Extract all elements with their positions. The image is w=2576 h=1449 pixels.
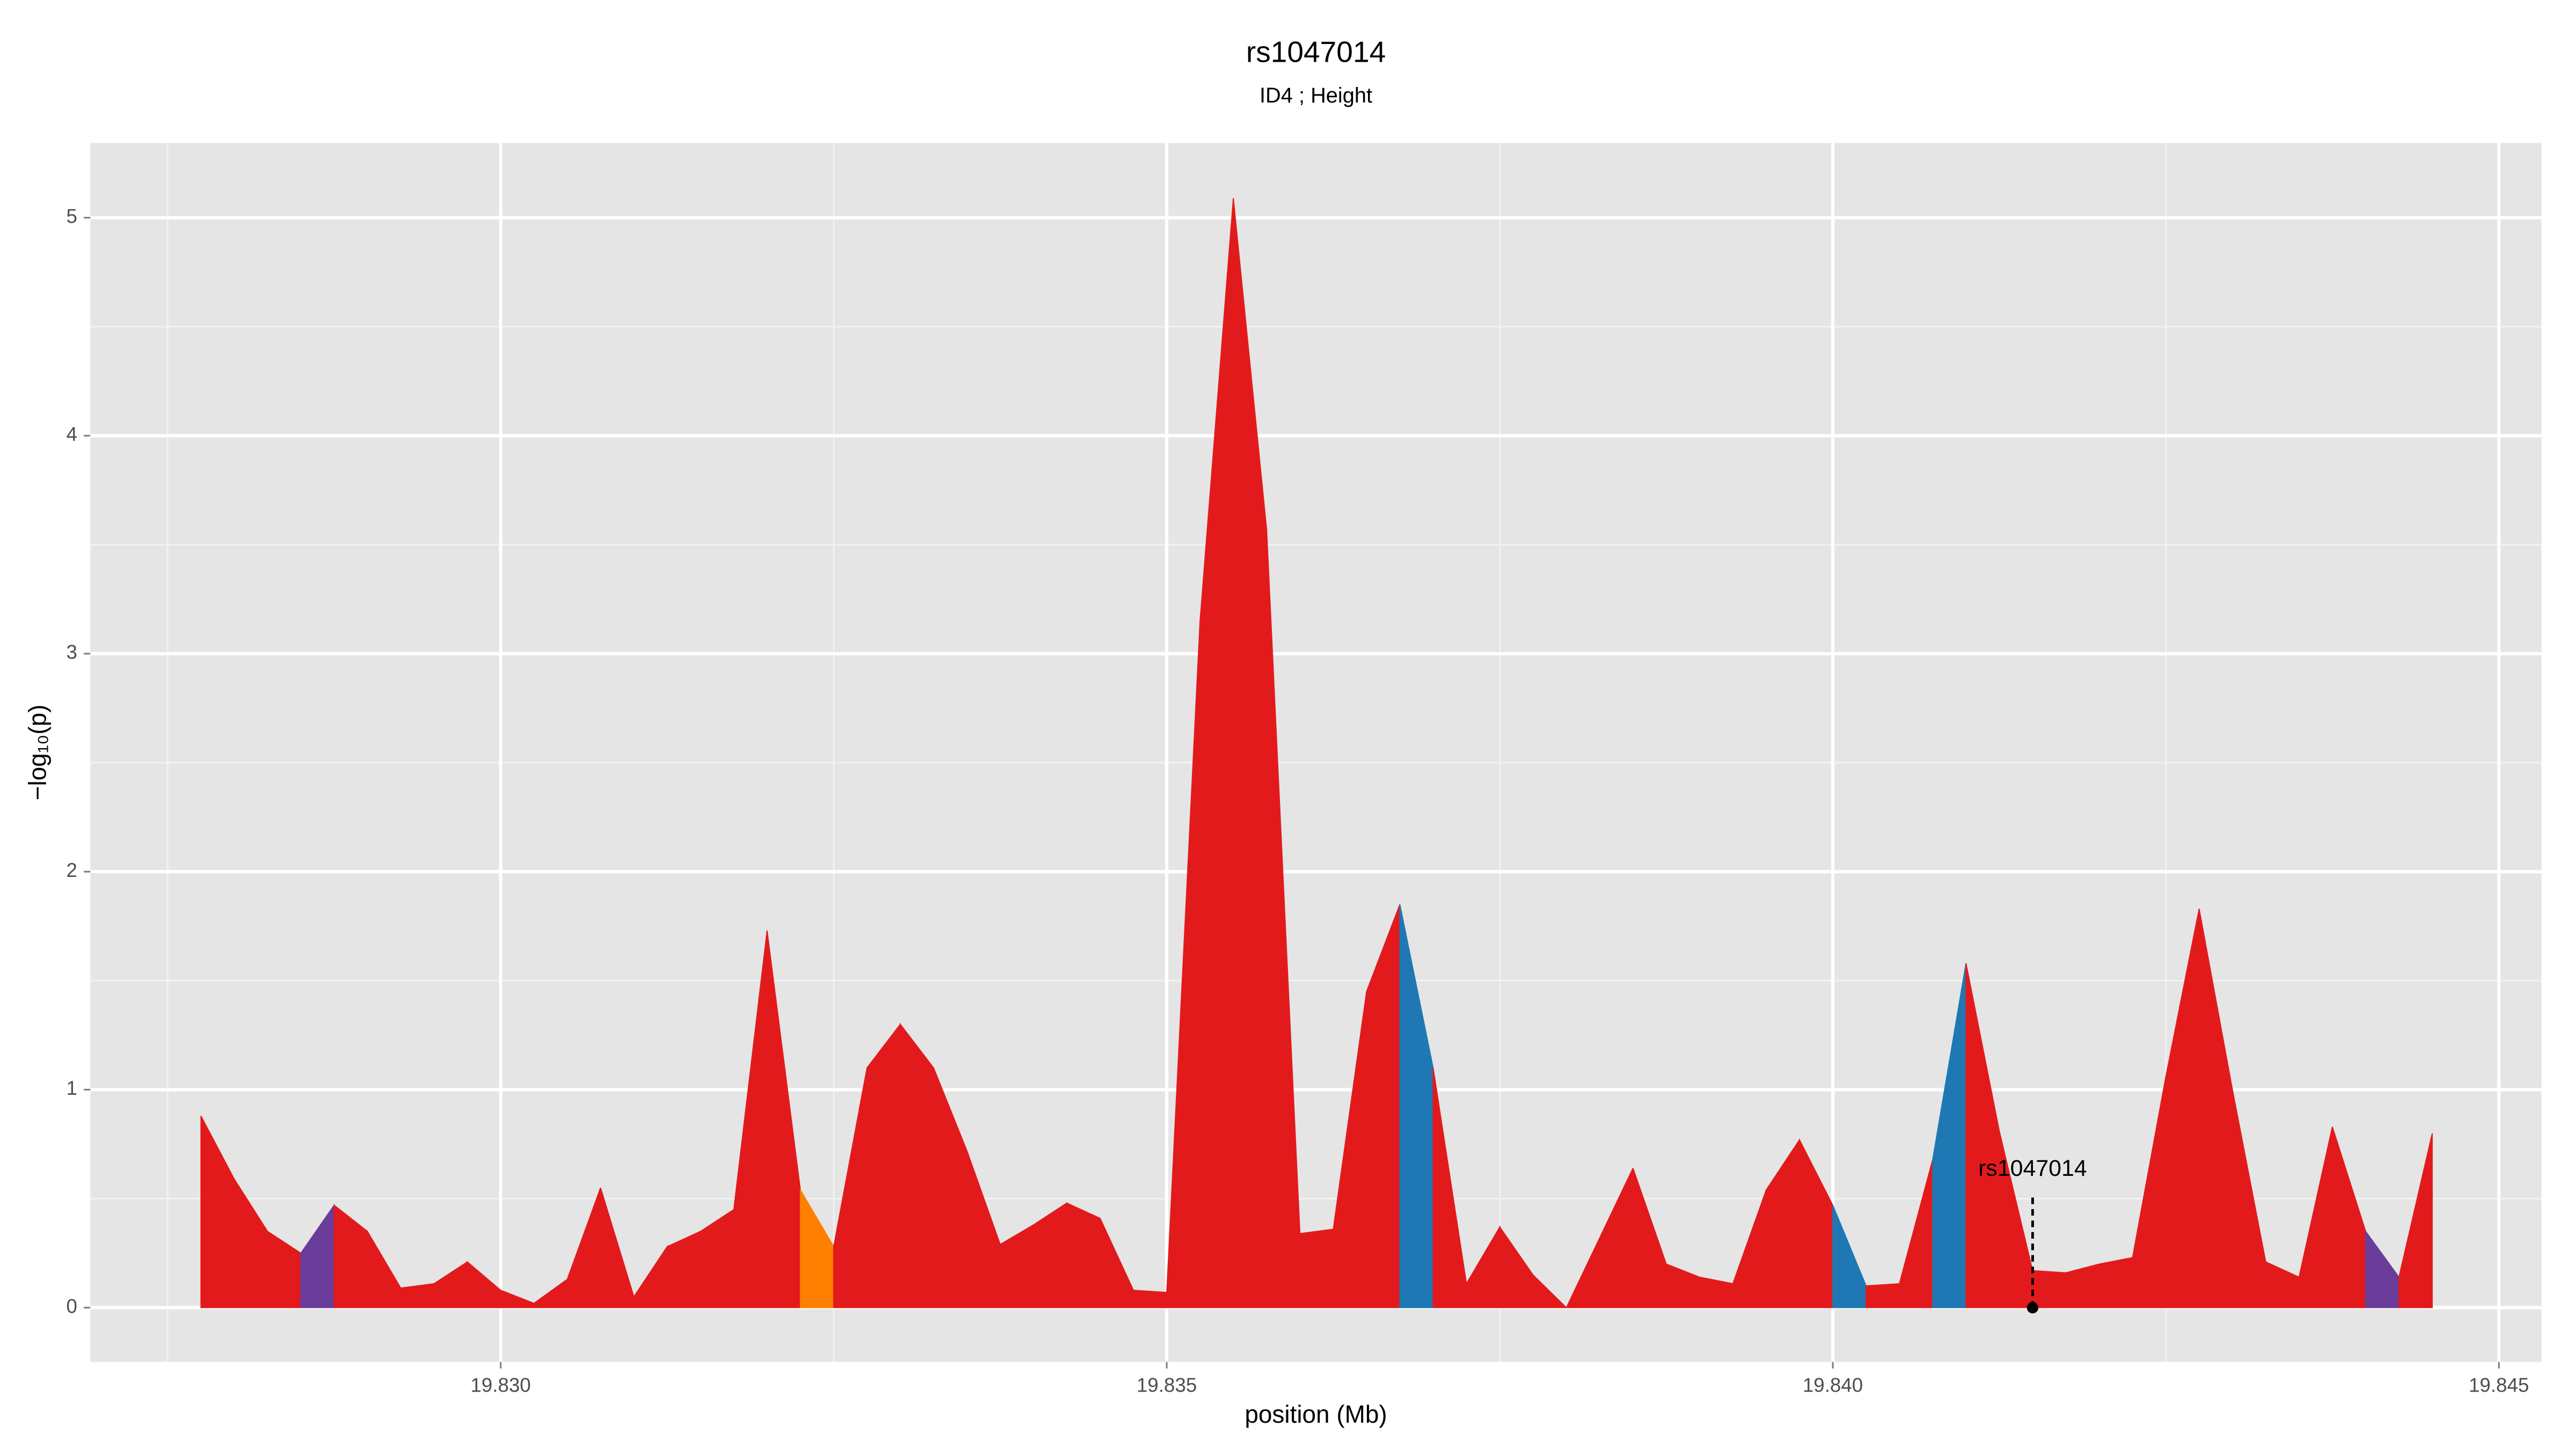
x-tick-label: 19.830: [471, 1374, 531, 1396]
area-segment: [1133, 1290, 1167, 1308]
y-axis-title: −log₁₀(p): [24, 705, 52, 801]
area-segment: [2098, 1257, 2133, 1308]
area-segment: [866, 1022, 901, 1308]
area-segment: [2032, 1270, 2067, 1308]
y-tick-label: 5: [66, 205, 77, 227]
y-tick-label: 2: [66, 859, 77, 881]
x-tick-label: 19.845: [2469, 1374, 2529, 1396]
area-segment: [2398, 1133, 2433, 1308]
x-tick-label: 19.840: [1803, 1374, 1863, 1396]
area-segment: [1865, 1283, 1900, 1308]
chart-title: rs1047014: [1246, 35, 1386, 69]
y-tick-label: 3: [66, 641, 77, 663]
annotation-label: rs1047014: [1978, 1155, 2087, 1181]
area-segment: [1299, 1228, 1334, 1308]
chart-subtitle: ID4 ; Height: [1260, 84, 1372, 107]
y-tick-label: 0: [66, 1295, 77, 1317]
area-segment: [1532, 1274, 1568, 1308]
plot-background: [90, 143, 2542, 1362]
area-segment: [1066, 1202, 1101, 1308]
x-axis-title: position (Mb): [1245, 1400, 1387, 1428]
area-segment: [400, 1283, 435, 1308]
x-tick-label: 19.835: [1137, 1374, 1197, 1396]
area-segment: [899, 1022, 934, 1308]
y-tick-label: 4: [66, 423, 77, 445]
y-tick-label: 1: [66, 1077, 77, 1099]
annotation-point: [2026, 1301, 2039, 1314]
